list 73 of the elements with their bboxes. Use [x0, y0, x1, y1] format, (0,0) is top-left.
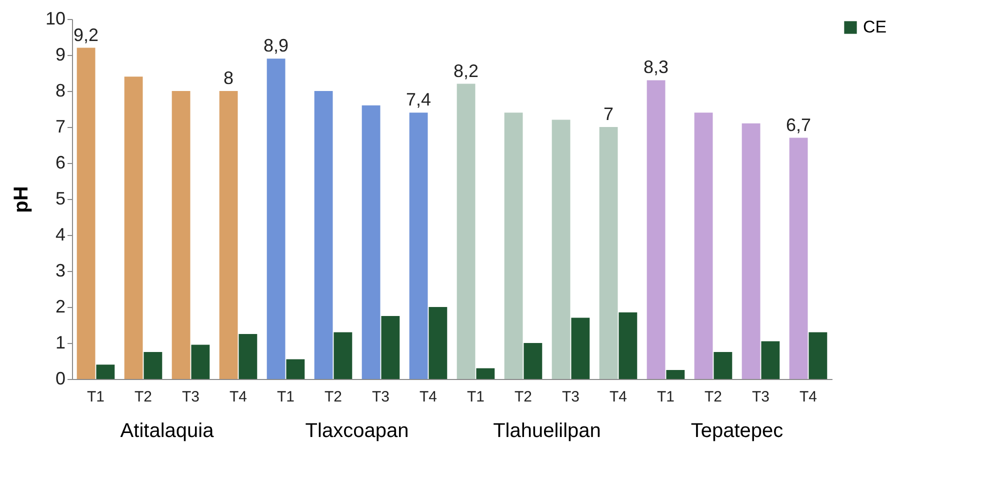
bar [76, 48, 96, 379]
y-tick-label: 9 [55, 44, 66, 64]
y-tick-label: 4 [55, 224, 66, 244]
x-tick-label: T2 [324, 388, 342, 406]
data-label: 8,9 [264, 36, 289, 56]
data-label: 6,7 [786, 114, 812, 135]
y-tick-label: 0 [55, 368, 66, 388]
data-label: 8,2 [454, 60, 479, 81]
x-tick-label: T3 [182, 388, 200, 406]
bar [144, 352, 162, 379]
bar [761, 341, 780, 379]
x-tick-label: T2 [134, 388, 152, 406]
bar [524, 343, 542, 379]
bar [694, 112, 713, 379]
text: Atitalaquia [120, 420, 215, 442]
text: Tlaxcoapan [305, 420, 409, 442]
bar [409, 112, 428, 379]
bar [238, 334, 258, 379]
x-tick-label: T2 [704, 388, 722, 406]
text: Tepatepec [690, 420, 784, 442]
x-tick-label: T3 [562, 388, 580, 406]
bar [552, 120, 570, 379]
bar [362, 105, 380, 379]
bar [314, 91, 333, 379]
bar [172, 91, 190, 379]
x-tick-label: T1 [656, 388, 675, 406]
y-axis-title: pH [10, 186, 32, 213]
y-tick-label: 3 [55, 260, 66, 280]
text: Tlahuelilpan [493, 420, 601, 442]
bar [191, 344, 210, 379]
bar [428, 307, 448, 379]
x-tick-label: T2 [514, 388, 532, 406]
data-label: 8 [224, 68, 234, 88]
bar [742, 123, 760, 379]
bar [599, 127, 618, 379]
data-label: 9,2 [74, 24, 99, 45]
bar [266, 58, 286, 379]
bar [666, 370, 685, 379]
y-tick-label: 6 [55, 152, 66, 172]
bar [618, 312, 638, 379]
bar [124, 76, 143, 379]
x-tick-label: T4 [419, 388, 438, 406]
data-label: 8,3 [644, 57, 669, 78]
x-tick-label: T4 [229, 388, 248, 406]
y-tick-label: 8 [55, 80, 66, 100]
bar [219, 91, 238, 379]
y-tick-label: 1 [55, 332, 66, 352]
bar [96, 364, 115, 379]
x-tick-label: T3 [752, 388, 770, 406]
x-tick-label: T1 [466, 388, 485, 406]
data-label: 7 [604, 104, 614, 124]
bar [334, 332, 352, 379]
bar [714, 352, 732, 379]
bar [646, 80, 666, 379]
legend-label: CE [863, 18, 887, 36]
y-tick-label: 5 [55, 188, 66, 208]
bar [456, 84, 476, 379]
bar [381, 316, 400, 379]
x-tick-label: T1 [276, 388, 295, 406]
bar [571, 318, 590, 379]
bar [504, 112, 523, 379]
x-tick-label: T4 [609, 388, 628, 406]
x-tick-label: T1 [86, 388, 105, 406]
y-tick-label: 2 [55, 296, 66, 316]
y-tick-label: 7 [55, 116, 66, 136]
bar [286, 359, 305, 379]
bar [789, 138, 808, 379]
data-label: 7,4 [406, 90, 432, 110]
bar [808, 332, 828, 379]
x-tick-label: T4 [799, 388, 818, 406]
x-tick-label: T3 [372, 388, 390, 406]
bar [476, 368, 495, 379]
y-tick-label: 10 [45, 8, 66, 28]
